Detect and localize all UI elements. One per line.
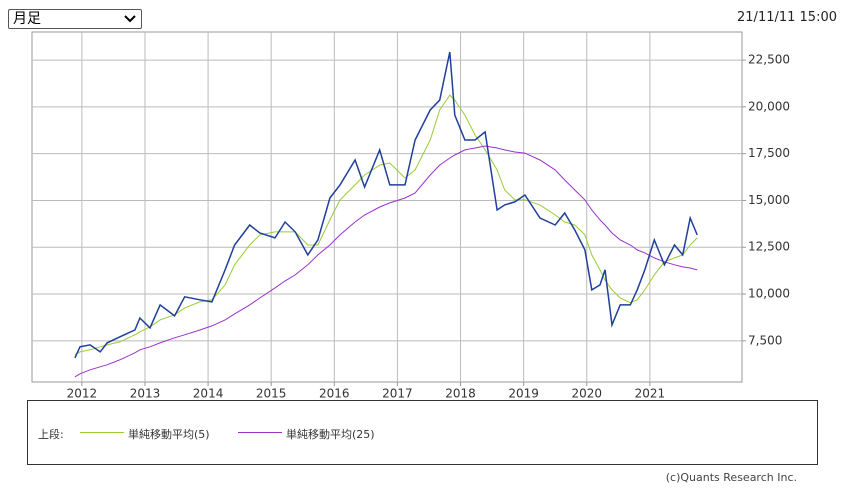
y-tick-label: 22,500 xyxy=(748,53,790,67)
x-tick-label: 2015 xyxy=(256,387,287,401)
x-tick-label: 2020 xyxy=(571,387,602,401)
x-tick-label: 2019 xyxy=(508,387,539,401)
x-tick-label: 2018 xyxy=(445,387,476,401)
line-series xyxy=(74,51,698,359)
y-tick-label: 10,000 xyxy=(748,287,790,301)
y-tick-label: 20,000 xyxy=(748,99,790,113)
y-tick-label: 12,500 xyxy=(748,240,790,254)
x-tick-label: 2012 xyxy=(67,387,98,401)
timestamp: 21/11/11 15:00 xyxy=(737,10,837,25)
legend: 上段: 単純移動平均(5) 単純移動平均(25) xyxy=(27,400,818,465)
period-select-text: 月足 xyxy=(13,11,41,27)
y-tick-label: 17,500 xyxy=(748,146,790,160)
legend-swatch xyxy=(238,432,282,433)
legend-swatch xyxy=(80,432,124,433)
x-tick-label: 2014 xyxy=(193,387,224,401)
legend-entry: 単純移動平均(5) xyxy=(128,428,210,441)
legend-label: 上段: xyxy=(38,428,64,441)
plot-frame xyxy=(31,31,743,383)
y-tick-label: 7,500 xyxy=(748,333,782,347)
x-tick-label: 2017 xyxy=(382,387,413,401)
x-tick-label: 2013 xyxy=(130,387,161,401)
x-tick-label: 2021 xyxy=(635,387,666,401)
chevron xyxy=(124,15,136,23)
legend-entry: 単純移動平均(25) xyxy=(286,428,375,441)
credit: (c)Quants Research Inc. xyxy=(665,471,797,484)
y-tick-label: 15,000 xyxy=(748,193,790,207)
period-select[interactable]: 月足 xyxy=(8,9,142,29)
x-tick-label: 2016 xyxy=(319,387,350,401)
line-series xyxy=(74,145,698,378)
line-series xyxy=(74,94,698,356)
chart: 7,500 10,000 12,500 15,000 17,500 20,000 22,50… xyxy=(31,31,790,401)
